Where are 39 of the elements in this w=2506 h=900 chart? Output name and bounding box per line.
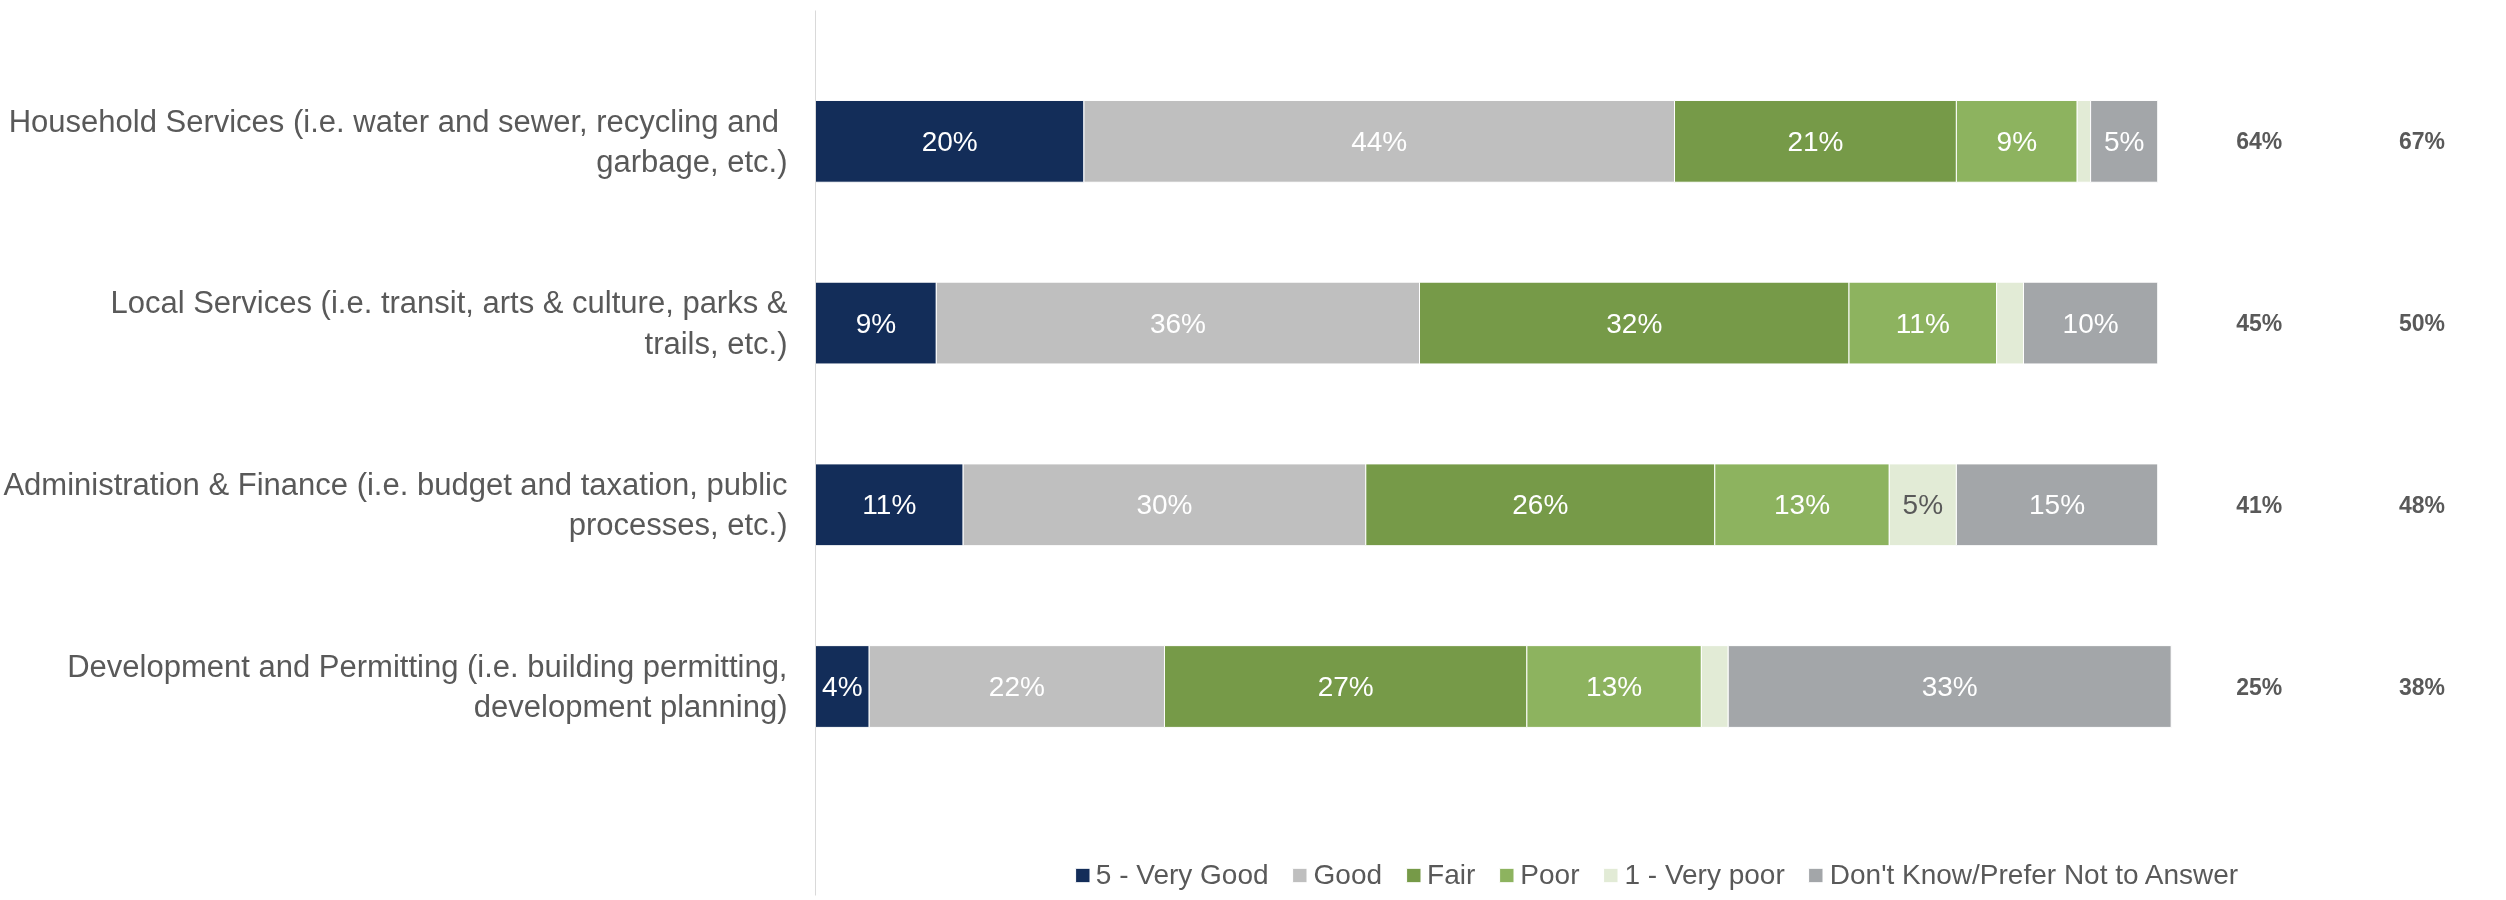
data-label: 11% xyxy=(862,489,917,521)
text: 45% xyxy=(2236,310,2283,337)
data-label: 5% xyxy=(2103,125,2145,157)
data-label: 32% xyxy=(1606,307,1663,339)
data-label: 22% xyxy=(988,671,1045,703)
text: 50% xyxy=(2398,310,2445,337)
data-label: 9% xyxy=(1996,125,2038,157)
legend-label: Good xyxy=(1313,859,1383,891)
text: 41% xyxy=(2236,491,2283,518)
legend-label: 1 - Very poor xyxy=(1624,859,1785,891)
data-label: 36% xyxy=(1149,307,1206,339)
data-label: 33% xyxy=(1921,671,1978,703)
text: 25% xyxy=(2236,673,2283,700)
data-label: 5% xyxy=(1902,489,1944,521)
y-tick-label: Household Services (i.e. water and sewer, recycling and garbage, etc.) xyxy=(8,103,788,179)
data-label: 10% xyxy=(2062,307,2119,339)
data-label: 15% xyxy=(2029,489,2086,521)
data-label: 13% xyxy=(1586,671,1643,703)
legend-label: Poor xyxy=(1520,859,1580,891)
data-label: 21% xyxy=(1787,125,1844,157)
data-label: 26% xyxy=(1512,489,1569,521)
data-label: 4% xyxy=(822,671,863,703)
data-label: 20% xyxy=(921,125,978,157)
text: 67% xyxy=(2398,128,2445,155)
data-label: 9% xyxy=(855,307,897,339)
legend-label: 5 - Very Good xyxy=(1095,859,1269,891)
y-tick-label: Local Services (i.e. transit, arts & culture, parks & trails, etc.) xyxy=(110,285,788,361)
legend-label: Don't Know/Prefer Not to Answer xyxy=(1829,859,2239,891)
data-label: 11% xyxy=(1895,307,1950,339)
y-tick-label: Development and Permitting (i.e. building permitting, development planning) xyxy=(67,648,788,725)
data-label: 13% xyxy=(1774,489,1831,521)
data-label: 30% xyxy=(1136,489,1193,521)
legend-label: Fair xyxy=(1427,859,1476,891)
data-label: 44% xyxy=(1351,125,1408,157)
data-label: 27% xyxy=(1317,671,1374,703)
text: 48% xyxy=(2398,491,2445,518)
y-tick-label: Administration & Finance (i.e. budget and taxation, public processes, etc.) xyxy=(3,467,788,543)
text: 38% xyxy=(2398,673,2445,700)
text: 64% xyxy=(2236,128,2283,155)
